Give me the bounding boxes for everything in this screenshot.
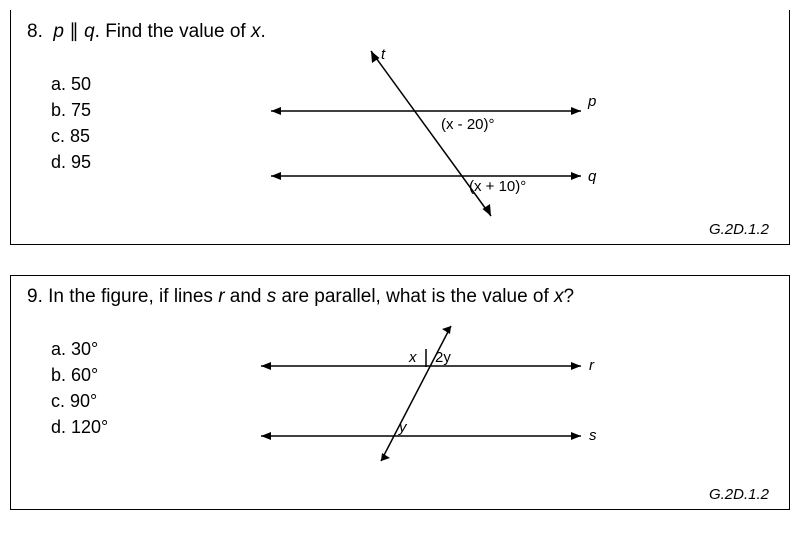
question-stem: 9. In the figure, if lines r and s are p… <box>27 286 773 308</box>
label-2y: 2y <box>435 349 451 366</box>
choice-a: a. 50 <box>51 71 211 97</box>
angle-1-label: (x - 20)° <box>441 116 495 133</box>
var-x: x <box>554 286 564 307</box>
stem-1: In the figure, if lines <box>43 286 218 307</box>
angle-2-label: (x + 10)° <box>469 178 526 195</box>
question-stem: 8. p ∥ q. Find the value of x. <box>27 20 773 43</box>
stem-4: ? <box>564 286 575 307</box>
label-y: y <box>398 419 408 436</box>
label-t: t <box>381 46 386 63</box>
diagram-9: r s x 2y y <box>211 316 773 486</box>
var-p: p <box>53 21 64 42</box>
stem-3: are parallel, what is the value of <box>276 286 554 307</box>
question-number: 9. <box>27 286 43 307</box>
standard-code: G.2D.1.2 <box>27 486 773 503</box>
answer-choices: a. 30° b. 60° c. 90° d. 120° <box>27 316 211 440</box>
choice-c: c. 85 <box>51 123 211 149</box>
label-x: x <box>408 349 417 366</box>
var-q: q <box>84 21 95 42</box>
label-p: p <box>587 93 596 110</box>
choice-d: d. 95 <box>51 149 211 175</box>
label-q: q <box>588 168 597 185</box>
question-number: 8. <box>27 21 43 42</box>
var-s: s <box>267 286 277 307</box>
choice-c: c. 90° <box>51 388 211 414</box>
diagram-8: p q t (x - 20)° (x + 10)° <box>211 51 773 221</box>
choice-b: b. 60° <box>51 362 211 388</box>
label-s: s <box>589 427 597 444</box>
problem-8: 8. p ∥ q. Find the value of x. a. 50 b. … <box>10 10 790 245</box>
choice-a: a. 30° <box>51 336 211 362</box>
choice-d: d. 120° <box>51 414 211 440</box>
label-r: r <box>589 357 595 374</box>
parallel-text: ∥ <box>64 21 84 42</box>
stem-suffix: . Find the value of <box>95 21 251 42</box>
problem-9: 9. In the figure, if lines r and s are p… <box>10 275 790 510</box>
stem-end: . <box>260 21 265 42</box>
choice-b: b. 75 <box>51 97 211 123</box>
answer-choices: a. 50 b. 75 c. 85 d. 95 <box>27 51 211 175</box>
stem-2: and <box>225 286 267 307</box>
